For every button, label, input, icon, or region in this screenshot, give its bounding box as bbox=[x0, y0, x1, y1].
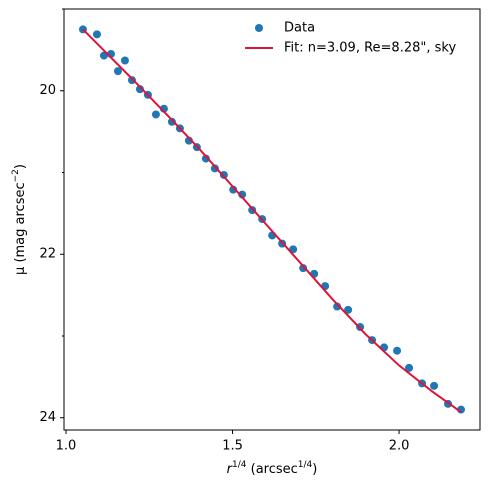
data-point bbox=[229, 185, 238, 194]
legend-label: Fit: n=3.09, Re=8.28", sky bbox=[284, 41, 456, 56]
plot-frame bbox=[63, 8, 481, 431]
data-point bbox=[393, 346, 402, 355]
y-tick-label: 22 bbox=[39, 247, 56, 262]
x-axis-label-part: r bbox=[227, 462, 234, 477]
x-tick-label: 1.0 bbox=[56, 439, 77, 454]
data-point bbox=[151, 110, 160, 119]
data-point bbox=[167, 117, 176, 126]
x-axis-label: r1/4 (arcsec1/4) bbox=[227, 460, 318, 477]
y-axis-label-part: ) bbox=[13, 164, 28, 169]
x-axis-label-part: (arcsec bbox=[246, 462, 297, 477]
x-axis-label-part: ) bbox=[312, 462, 317, 477]
data-point bbox=[92, 30, 101, 39]
data-point bbox=[344, 305, 353, 314]
x-tick-label: 1.5 bbox=[222, 439, 243, 454]
data-point bbox=[238, 190, 247, 199]
data-point bbox=[113, 67, 122, 76]
data-point bbox=[120, 56, 129, 65]
data-point bbox=[135, 85, 144, 94]
fit-line bbox=[82, 28, 462, 413]
data-point bbox=[299, 264, 308, 273]
data-point bbox=[430, 381, 439, 390]
x-tick-label: 2.0 bbox=[389, 439, 410, 454]
legend-label: Data bbox=[284, 21, 315, 36]
x-axis-label-part: 1/4 bbox=[298, 460, 313, 470]
data-point bbox=[405, 363, 414, 372]
data-point bbox=[201, 154, 210, 163]
y-tick-label: 20 bbox=[39, 83, 56, 98]
y-axis-label: μ (mag arcsec−2) bbox=[11, 164, 28, 275]
x-axis-label-part: 1/4 bbox=[232, 460, 247, 470]
y-axis-label-part: −2 bbox=[11, 169, 21, 182]
data-point bbox=[210, 164, 219, 173]
data-point bbox=[333, 302, 342, 311]
y-axis-label-part: (mag arcsec bbox=[13, 182, 28, 266]
y-tick-label: 24 bbox=[39, 410, 56, 425]
legend-marker bbox=[255, 24, 263, 32]
y-axis-label-part: μ bbox=[13, 267, 28, 275]
data-point bbox=[127, 76, 136, 85]
